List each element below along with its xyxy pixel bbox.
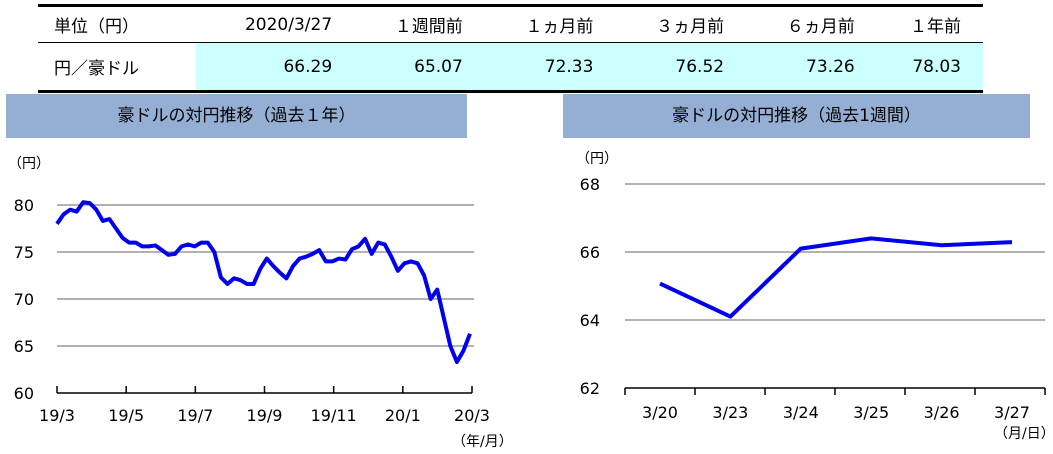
header-cell: 2020/3/27 [196, 4, 355, 43]
header-cell: １週間前 [354, 4, 485, 43]
x-tick-label: 3/20 [642, 403, 678, 422]
x-tick-label: 19/3 [39, 406, 75, 425]
y-tick-label: 80 [14, 196, 34, 215]
y-tick-label: 75 [14, 243, 34, 262]
y-axis-label: （円） [8, 156, 50, 172]
x-tick-label: 3/24 [783, 403, 819, 422]
x-axis-label: （年/月） [452, 434, 513, 450]
y-tick-label: 70 [14, 290, 34, 309]
y-axis-label: （円） [576, 151, 618, 167]
x-tick-label: 19/11 [311, 406, 357, 425]
x-tick-label: 3/23 [712, 403, 748, 422]
value-cell: 65.07 [354, 42, 485, 93]
series-line [55, 200, 472, 364]
value-cell: 72.33 [484, 42, 616, 93]
x-tick-label: 20/1 [385, 406, 421, 425]
x-axis-label: （月/日） [994, 426, 1053, 442]
y-tick-label: 62 [580, 379, 600, 398]
y-tick-label: 60 [14, 384, 34, 403]
y-tick-label: 66 [580, 243, 600, 262]
y-tick-label: 68 [580, 175, 600, 194]
value-cell: 66.29 [196, 42, 355, 93]
y-tick-label: 65 [14, 337, 34, 356]
header-cell: １年前 [876, 4, 983, 43]
table-header-row: 単位（円） 2020/3/27 １週間前 １ヵ月前 ３ヵ月前 ６ヵ月前 １年前 [38, 4, 983, 43]
value-cell: 78.03 [876, 42, 983, 93]
x-tick-label: 20/3 [454, 406, 490, 425]
rate-table: 単位（円） 2020/3/27 １週間前 １ヵ月前 ３ヵ月前 ６ヵ月前 １年前 … [38, 4, 983, 93]
chart-title-year: 豪ドルの対円推移（過去１年） [6, 94, 467, 138]
x-tick-label: 3/27 [994, 403, 1030, 422]
header-cell: 単位（円） [38, 4, 196, 43]
header-cell: ３ヵ月前 [615, 4, 747, 43]
chart-title-week: 豪ドルの対円推移（過去1週間） [563, 94, 1030, 138]
series-line [659, 236, 1013, 319]
x-tick-label: 19/5 [108, 406, 144, 425]
header-cell: ６ヵ月前 [746, 4, 877, 43]
value-cell: 73.26 [746, 42, 877, 93]
y-tick-label: 64 [580, 311, 600, 330]
x-tick-label: 19/9 [247, 406, 283, 425]
x-tick-label: 3/26 [924, 403, 960, 422]
table-row: 円／豪ドル 66.29 65.07 72.33 76.52 73.26 78.0… [38, 42, 983, 93]
x-tick-label: 3/25 [853, 403, 889, 422]
x-tick-label: 19/7 [177, 406, 213, 425]
value-cell: 76.52 [615, 42, 747, 93]
row-label: 円／豪ドル [38, 42, 196, 93]
header-cell: １ヵ月前 [484, 4, 616, 43]
